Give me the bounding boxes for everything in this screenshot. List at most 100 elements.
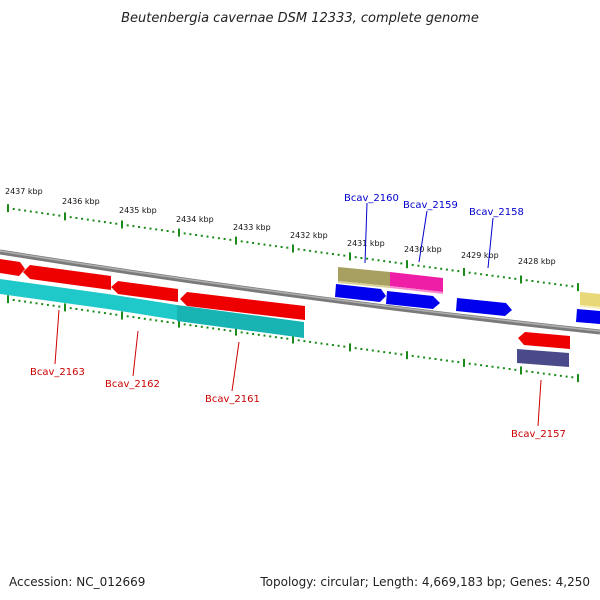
leader-bcav-2157 <box>537 379 542 427</box>
gene-arrow-bcav-2159-cds[interactable] <box>386 291 440 309</box>
minor-tick <box>565 375 568 378</box>
gene-arrow-right-end-shade <box>580 305 600 309</box>
major-tick <box>7 204 9 213</box>
gene-arrow-bcav-2157-cds[interactable] <box>517 349 569 367</box>
forward-gene-track-2 <box>335 284 600 324</box>
minor-tick <box>115 222 118 225</box>
major-tick <box>577 374 579 383</box>
minor-tick <box>480 364 483 367</box>
minor-tick <box>542 372 545 375</box>
forward-gene-track <box>338 267 600 309</box>
major-tick <box>520 366 522 375</box>
minor-tick <box>206 326 209 329</box>
major-tick <box>178 228 180 237</box>
gene-arrow-bcav-2161[interactable] <box>180 292 305 320</box>
minor-tick <box>81 217 84 220</box>
gene-label-bcav-2160[interactable]: Bcav_2160 <box>344 193 399 204</box>
minor-tick <box>195 325 198 327</box>
minor-tick <box>24 209 27 212</box>
gene-arrow-bcav-2159-shade <box>390 286 443 294</box>
minor-tick <box>35 302 38 305</box>
gene-arrow-bcav-2162[interactable] <box>111 281 178 302</box>
minor-tick <box>18 299 21 302</box>
minor-tick <box>229 238 232 241</box>
minor-tick <box>343 345 346 348</box>
minor-tick <box>371 258 374 261</box>
minor-tick <box>160 320 163 323</box>
minor-tick <box>383 260 386 263</box>
gene-labels: Bcav_2160 Bcav_2159 Bcav_2158 Bcav_2163 … <box>30 193 566 440</box>
gene-arrow-left-end[interactable] <box>0 259 25 276</box>
minor-tick <box>269 244 272 247</box>
minor-tick <box>559 283 562 286</box>
minor-tick <box>366 257 369 260</box>
minor-tick <box>103 221 106 224</box>
minor-tick <box>58 214 61 217</box>
gene-arrow-bcav-2161-cds[interactable] <box>177 305 304 338</box>
leader-bcav-2162 <box>132 330 139 377</box>
minor-tick <box>337 253 340 256</box>
major-tick <box>121 311 123 320</box>
gene-arrow-bcav-2163-cds[interactable] <box>0 279 108 309</box>
minor-tick <box>331 253 334 255</box>
minor-tick <box>172 321 175 324</box>
minor-tick <box>508 368 511 370</box>
minor-tick <box>257 333 260 336</box>
gene-arrow-bcav-2163[interactable] <box>23 265 111 290</box>
gene-arrow-right-end[interactable] <box>580 292 600 307</box>
minor-tick <box>485 274 488 276</box>
minor-tick <box>554 283 557 286</box>
minor-tick <box>217 328 220 331</box>
minor-tick <box>400 262 403 265</box>
kbp-label: 2435 kbp <box>119 206 157 215</box>
gene-arrow-bcav-2157[interactable] <box>518 332 570 349</box>
minor-tick <box>457 270 460 273</box>
minor-tick <box>286 337 289 340</box>
minor-tick <box>388 351 391 354</box>
genome-backbone-highlight <box>0 250 600 332</box>
minor-tick <box>297 339 300 342</box>
minor-tick <box>331 344 334 346</box>
minor-tick <box>434 358 437 360</box>
label-leaders <box>54 202 542 427</box>
minor-tick <box>428 357 431 360</box>
minor-tick <box>309 340 312 343</box>
minor-tick <box>109 221 112 224</box>
minor-tick <box>451 269 454 272</box>
minor-tick <box>240 331 243 334</box>
gene-arrow-bcav-2160-cds[interactable] <box>335 284 386 302</box>
minor-tick <box>29 210 32 213</box>
gene-label-bcav-2158[interactable]: Bcav_2158 <box>469 207 524 218</box>
minor-tick <box>423 356 426 359</box>
gene-arrow-bcav-2160[interactable] <box>338 267 390 286</box>
minor-tick <box>246 241 249 244</box>
leader-bcav-2160 <box>364 202 368 264</box>
minor-tick <box>440 358 443 361</box>
minor-tick <box>18 208 21 211</box>
gene-arrow-bcav-2159[interactable] <box>390 272 443 292</box>
minor-tick <box>149 227 152 230</box>
gene-label-bcav-2162[interactable]: Bcav_2162 <box>105 379 160 390</box>
minor-tick <box>309 249 312 252</box>
minor-tick <box>440 267 443 270</box>
topology-text: Topology: circular; Length: 4,669,183 bp… <box>260 575 590 589</box>
gene-arrow-right-end-cds[interactable] <box>576 309 600 324</box>
minor-tick <box>189 324 192 327</box>
minor-tick <box>246 332 249 335</box>
minor-tick <box>126 315 129 318</box>
minor-tick <box>212 236 215 239</box>
minor-tick <box>269 335 272 338</box>
gene-arrow-bcav-2162-cds[interactable] <box>108 294 177 320</box>
gene-label-bcav-2163[interactable]: Bcav_2163 <box>30 367 85 378</box>
gene-label-bcav-2159[interactable]: Bcav_2159 <box>403 200 458 211</box>
minor-tick <box>525 279 528 282</box>
minor-tick <box>531 371 534 373</box>
gene-arrow-bcav-2158-cds[interactable] <box>456 298 512 316</box>
minor-tick <box>411 263 414 266</box>
gene-label-bcav-2157[interactable]: Bcav_2157 <box>511 429 566 440</box>
outer-tick-track <box>7 204 579 292</box>
major-tick <box>406 260 408 269</box>
gene-label-bcav-2161[interactable]: Bcav_2161 <box>205 394 260 405</box>
minor-tick <box>394 352 397 355</box>
minor-tick <box>155 228 158 231</box>
